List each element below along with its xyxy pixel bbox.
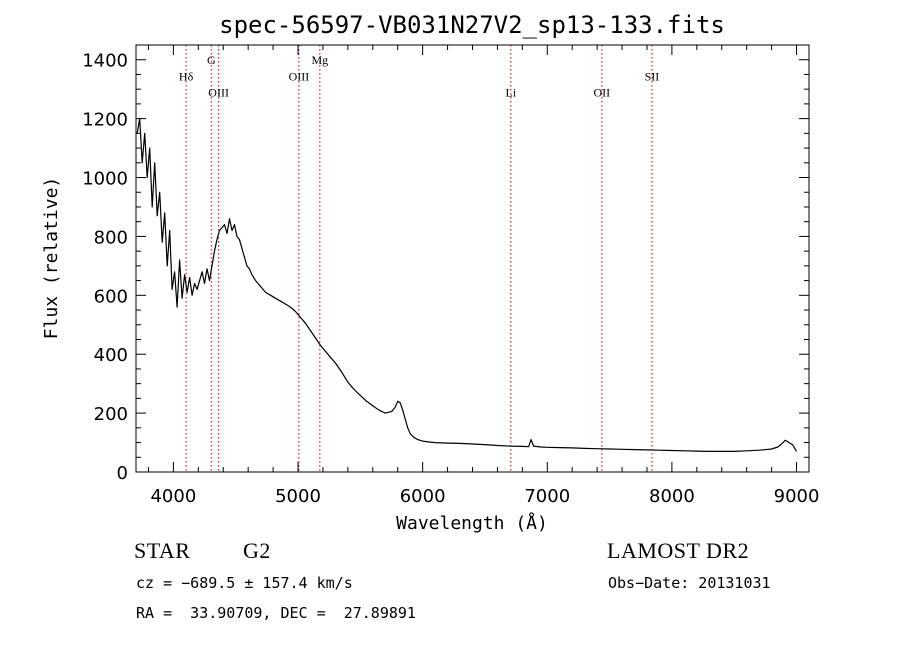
object-class: STAR [134,538,191,563]
survey-name: LAMOST DR2 [607,538,750,563]
y-tick-label: 800 [94,227,128,248]
axis-ticks: 4000 5000 6000 7000 8000 9000 0 200 400 600 800 100… [82,45,819,507]
x-tick-label: 4000 [150,486,196,507]
y-tick-label: 400 [94,345,128,366]
spectral-line-label: SII [645,69,660,83]
spectral-line-label: Mg [311,53,328,67]
spectrum-series [136,117,798,452]
spectral-line-label: Li [506,86,517,100]
x-tick-label: 9000 [774,486,820,507]
y-tick-label: 0 [117,463,128,484]
x-tick-label: 5000 [275,486,321,507]
y-tick-label: 1200 [82,110,128,131]
object-subclass: G2 [243,538,271,563]
plot-frame [135,44,810,473]
spectral-line-label: G [207,53,216,67]
redshift-velocity: cz = −689.5 ± 157.4 km/s [136,574,353,592]
spectrum-chart: spec-56597-VB031N27V2_sp13-133.fits Wave… [41,11,819,534]
y-tick-label: 200 [94,404,128,425]
spectral-line-label: OII [594,86,611,100]
chart-title: spec-56597-VB031N27V2_sp13-133.fits [219,11,725,39]
x-tick-label: 8000 [649,486,695,507]
observation-date: Obs−Date: 20131031 [608,574,771,592]
sky-coordinates: RA = 33.90709, DEC = 27.89891 [136,604,416,622]
x-axis-label: Wavelength (Å) [396,512,548,534]
y-tick-label: 1400 [82,51,128,72]
x-tick-label: 7000 [524,486,570,507]
spectrum-line [136,117,798,452]
spectral-line-label: OIII [208,86,229,100]
spectral-line-label: Hδ [179,69,194,83]
y-tick-label: 600 [94,286,128,307]
x-tick-label: 6000 [400,486,446,507]
spectral-line-label: OIII [289,69,310,83]
y-tick-label: 1000 [82,169,128,190]
y-axis-label: Flux (relative) [41,177,62,340]
